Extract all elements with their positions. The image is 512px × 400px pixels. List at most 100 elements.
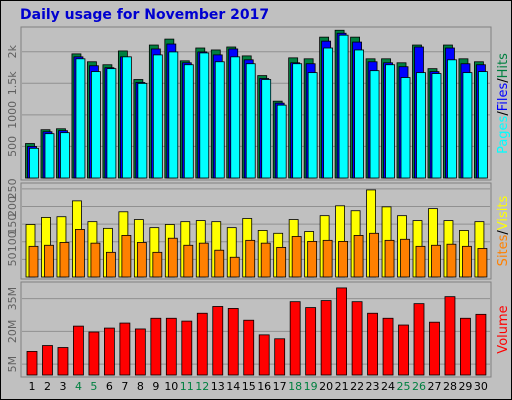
bar [44, 244, 54, 278]
bar [121, 56, 132, 179]
legend-entry: Volume [496, 305, 511, 353]
bar [462, 72, 473, 179]
bar [462, 245, 472, 278]
x-tick-label: 15 [242, 380, 256, 393]
bar [26, 351, 38, 376]
x-tick-label: 11 [180, 380, 194, 393]
bar [307, 240, 318, 278]
bar [181, 320, 193, 376]
x-tick-label: 26 [412, 380, 426, 393]
legend-separator: / [496, 78, 511, 83]
panel [20, 281, 492, 378]
x-tick-label: 17 [273, 380, 287, 393]
y-tick-label: 100 [6, 231, 19, 252]
bar [291, 236, 302, 278]
bar [214, 249, 225, 278]
bar [212, 306, 224, 376]
legend: Volume [496, 305, 511, 353]
bar [431, 73, 442, 179]
y-tick-label: 50 [6, 252, 19, 266]
y-tick-label: 20M [6, 320, 19, 344]
bar [261, 79, 272, 179]
y-tick-label: 200 [6, 196, 19, 217]
bar [322, 239, 333, 278]
x-tick-label: 8 [137, 380, 144, 393]
x-tick-label: 12 [195, 380, 209, 393]
bar [338, 240, 349, 278]
bar [475, 313, 487, 376]
bar [28, 245, 39, 278]
bar [460, 317, 471, 376]
bar [382, 317, 394, 376]
x-tick-label: 30 [474, 380, 488, 393]
bar [150, 317, 162, 376]
legend-entry: Files [496, 83, 511, 112]
bar [121, 235, 132, 278]
bar [243, 319, 255, 376]
x-tick-label: 4 [75, 380, 82, 393]
bar [245, 239, 256, 278]
bar [478, 71, 488, 179]
bar [351, 301, 363, 376]
x-tick-label: 24 [381, 380, 395, 393]
bar [106, 251, 116, 278]
bar [75, 58, 86, 179]
x-tick-label: 13 [211, 380, 225, 393]
x-tick-label: 18 [288, 380, 302, 393]
y-tick-label: 5M [6, 356, 19, 373]
bar [444, 296, 456, 376]
bar [320, 300, 332, 376]
bar [167, 237, 178, 278]
bar [338, 34, 349, 179]
bar [44, 133, 55, 179]
bar [416, 72, 426, 179]
bar [75, 229, 85, 278]
x-tick-label: 28 [443, 380, 457, 393]
bar [385, 64, 395, 179]
bar [230, 56, 241, 179]
bar [367, 312, 378, 376]
bar [415, 245, 426, 278]
bar [214, 61, 225, 179]
bar [446, 243, 457, 278]
x-tick-label: 27 [427, 380, 441, 393]
bar [276, 104, 287, 179]
bar [477, 248, 488, 278]
bar [152, 54, 163, 179]
bar [29, 147, 39, 179]
bar [305, 307, 317, 376]
x-tick-label: 2 [44, 380, 51, 393]
bar [134, 328, 146, 376]
bar [91, 71, 101, 179]
y-tick-label: 250 [6, 178, 19, 199]
bar [260, 242, 271, 278]
bar [354, 49, 364, 179]
legend-separator: / [496, 111, 511, 116]
bar [57, 347, 69, 376]
bar [196, 312, 208, 376]
bar [136, 242, 147, 278]
bar [245, 63, 256, 179]
y-tick-label: 1000 [6, 101, 19, 129]
bar [400, 77, 411, 179]
bar [137, 83, 148, 179]
legend-entry: Pages [496, 115, 511, 153]
x-tick-label: 16 [257, 380, 271, 393]
bar [198, 242, 209, 278]
bar [323, 47, 334, 179]
bar [258, 334, 270, 376]
bar [199, 52, 210, 179]
bar [59, 242, 70, 278]
x-tick-label: 23 [366, 380, 380, 393]
legend: Pages/Files/Hits [496, 53, 511, 154]
x-tick-label: 6 [106, 380, 113, 393]
y-tick-label: 500 [6, 136, 19, 157]
y-tick-label: 35M [6, 287, 19, 311]
bar [413, 303, 425, 376]
bar [429, 321, 440, 376]
x-tick-label: 22 [350, 380, 364, 393]
legend-entry: Hits [496, 53, 511, 78]
chart-title: Daily usage for November 2017 [20, 7, 269, 23]
bar [88, 331, 100, 376]
